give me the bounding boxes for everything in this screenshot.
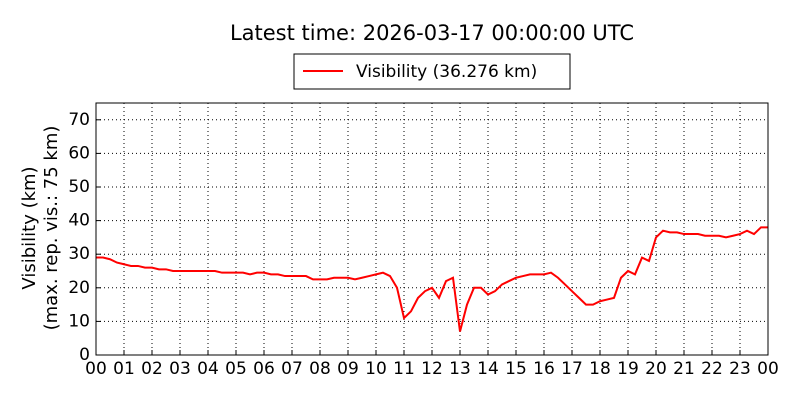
x-tick-label: 06 bbox=[253, 359, 275, 379]
y-tick-label: 70 bbox=[68, 110, 90, 130]
x-tick-label: 08 bbox=[309, 359, 331, 379]
x-tick-label: 12 bbox=[421, 359, 443, 379]
x-tick-label: 04 bbox=[197, 359, 219, 379]
x-tick-label: 02 bbox=[141, 359, 163, 379]
y-tick-label: 60 bbox=[68, 143, 90, 163]
y-tick-label: 50 bbox=[68, 177, 90, 197]
x-tick-label: 21 bbox=[673, 359, 695, 379]
y-tick-label: 0 bbox=[79, 345, 90, 365]
x-tick-label: 20 bbox=[645, 359, 667, 379]
chart-title: Latest time: 2026-03-17 00:00:00 UTC bbox=[230, 21, 634, 45]
legend-label: Visibility (36.276 km) bbox=[356, 62, 537, 82]
x-tick-label: 23 bbox=[729, 359, 751, 379]
x-tick-label: 18 bbox=[589, 359, 611, 379]
x-tick-label: 00 bbox=[85, 359, 107, 379]
y-tick-label: 40 bbox=[68, 211, 90, 231]
x-tick-label: 10 bbox=[365, 359, 387, 379]
y-tick-label: 10 bbox=[68, 311, 90, 331]
y-tick-label: 30 bbox=[68, 244, 90, 264]
x-tick-label: 17 bbox=[561, 359, 583, 379]
x-tick-label: 15 bbox=[505, 359, 527, 379]
x-tick-label: 16 bbox=[533, 359, 555, 379]
x-tick-label: 01 bbox=[113, 359, 135, 379]
x-tick-label: 09 bbox=[337, 359, 359, 379]
x-tick-label: 07 bbox=[281, 359, 303, 379]
x-tick-label: 00 bbox=[757, 359, 779, 379]
x-tick-label: 11 bbox=[393, 359, 415, 379]
x-tick-label: 13 bbox=[449, 359, 471, 379]
x-tick-label: 03 bbox=[169, 359, 191, 379]
y-axis-label: Visibility (km) bbox=[19, 166, 40, 289]
y-tick-label: 20 bbox=[68, 278, 90, 298]
plot-frame bbox=[95, 102, 769, 356]
x-tick-label: 22 bbox=[701, 359, 723, 379]
data-line bbox=[96, 226, 768, 332]
x-tick-label: 19 bbox=[617, 359, 639, 379]
x-tick-label: 14 bbox=[477, 359, 499, 379]
y-axis-label: (max. rep. vis.: 75 km) bbox=[41, 126, 62, 331]
x-tick-label: 05 bbox=[225, 359, 247, 379]
